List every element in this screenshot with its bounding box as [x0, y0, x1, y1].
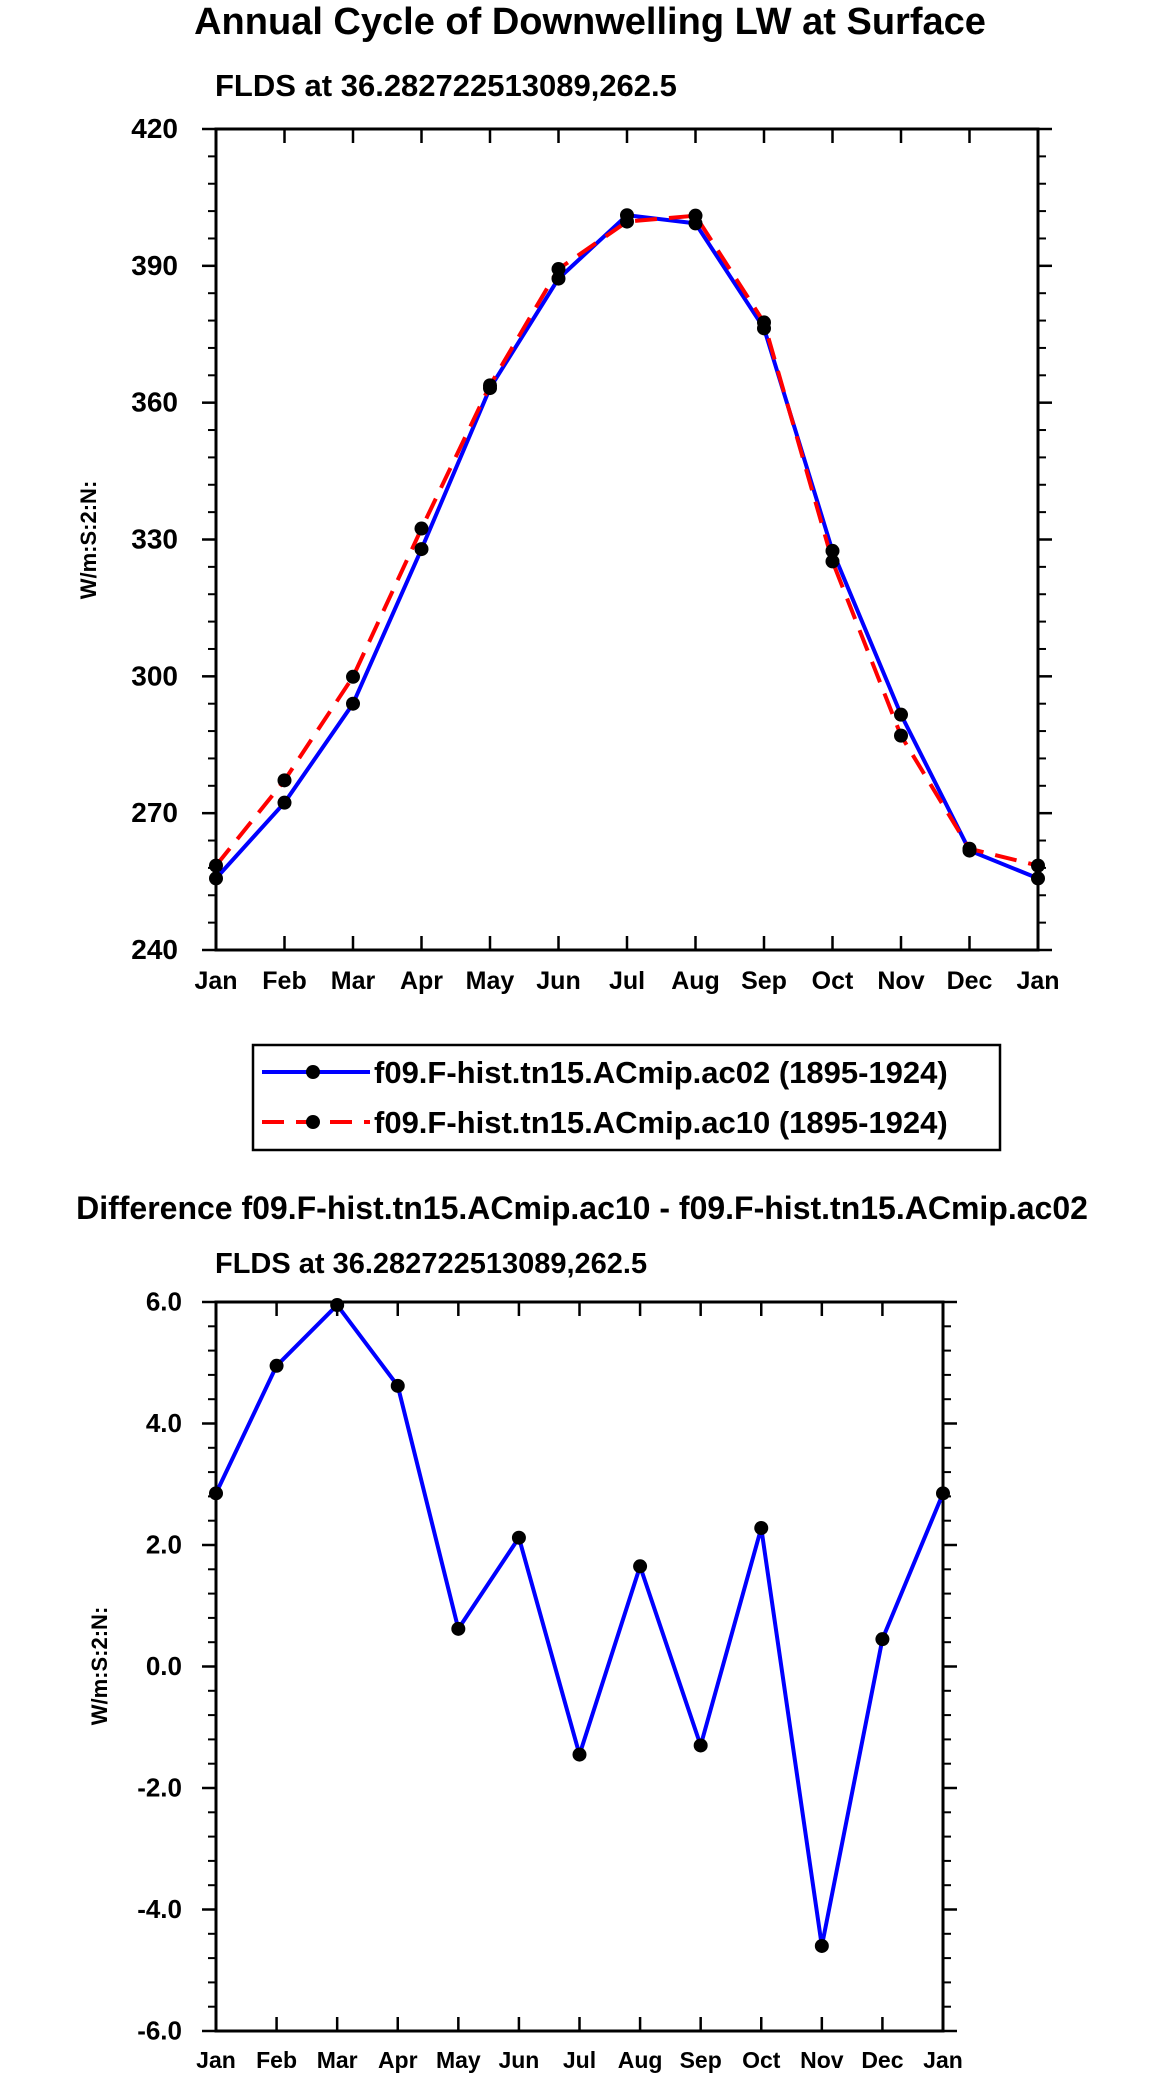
- chart2-title: Difference f09.F-hist.tn15.ACmip.ac10 - …: [76, 1190, 1088, 1226]
- chart2-series-line-0: [214, 1303, 945, 1948]
- chart1-point-s1-9: [825, 554, 840, 569]
- chart2-ytick-label: 6.0: [146, 1286, 182, 1316]
- chart1-ytick-label: 270: [131, 797, 178, 828]
- chart1-plot: Jan Feb Mar Apr May Jun Jul Aug Sep Oct Nov Dec Jan 2…: [131, 113, 1059, 995]
- chart1-xtick-label: Jan: [194, 967, 237, 995]
- chart1-xtick-label: Dec: [947, 967, 993, 995]
- chart2-point-s0-1: [269, 1358, 284, 1373]
- legend-marker-ac02: [306, 1065, 320, 1079]
- chart1-xtick-label: Jan: [1016, 967, 1059, 995]
- chart1-title: Annual Cycle of Downwelling LW at Surfac…: [194, 1, 986, 43]
- chart2-xtick-label: Apr: [378, 2047, 418, 2073]
- chart2-ytick-label: 2.0: [146, 1529, 182, 1559]
- chart2-xtick-label: Sep: [680, 2047, 722, 2073]
- chart2-xtick-label: Nov: [800, 2047, 844, 2073]
- chart2-point-s0-9: [754, 1520, 769, 1535]
- chart1-xtick-label: May: [466, 967, 515, 995]
- chart1-ytick-label: 420: [131, 113, 178, 144]
- chart1-point-s0-5: [551, 271, 566, 286]
- chart1-xtick-label: Jul: [609, 967, 645, 995]
- chart1-ytick-label: 390: [131, 250, 178, 281]
- chart1-point-s0-10: [894, 707, 908, 722]
- chart2-point-s0-7: [633, 1559, 648, 1574]
- chart1-ytick-label: 330: [131, 524, 178, 555]
- chart1-point-s1-6: [620, 214, 634, 229]
- chart1-point-s1-7: [688, 208, 703, 223]
- chart1-frame: [214, 127, 1040, 952]
- chart1-xtick-label: Sep: [741, 967, 787, 995]
- chart1-ytick-label: 240: [131, 934, 178, 965]
- legend-box: [251, 1043, 1002, 1152]
- chart2-ytick-label: -2.0: [137, 1772, 182, 1802]
- legend-marker-ac10: [306, 1115, 320, 1129]
- chart1-point-s1-10: [894, 728, 908, 743]
- chart1-xtick-label: Oct: [812, 967, 854, 995]
- chart2-xtick-label: Oct: [742, 2047, 781, 2073]
- chart2-point-s0-8: [693, 1738, 708, 1753]
- chart1-point-s1-12: [1031, 858, 1045, 873]
- chart1-point-s0-1: [277, 795, 292, 810]
- chart1-point-s1-5: [551, 262, 566, 277]
- chart2-xtick-label: Mar: [317, 2047, 358, 2073]
- legend: f09.F-hist.tn15.ACmip.ac02 (1895-1924) f…: [251, 1043, 1002, 1152]
- chart2-xtick-label: Jan: [196, 2047, 236, 2073]
- chart2-ytick-label: 0.0: [146, 1651, 182, 1681]
- chart1-xtick-label: Mar: [331, 967, 376, 995]
- chart1-point-s1-11: [962, 841, 977, 856]
- chart2-ytick-label: 4.0: [146, 1408, 182, 1438]
- chart1-xtick-label: Apr: [400, 967, 443, 995]
- chart1-ylabel: W/m:S:2:N:: [76, 481, 101, 600]
- chart1-point-s0-9: [825, 543, 840, 558]
- legend-label-ac02: f09.F-hist.tn15.ACmip.ac02 (1895-1924): [374, 1055, 948, 1090]
- chart1-point-s0-0: [209, 871, 223, 886]
- chart1-series-line-0: [214, 213, 1039, 881]
- chart2-point-s0-12: [936, 1486, 950, 1501]
- chart2-xtick-label: Jun: [498, 2047, 539, 2073]
- chart2-point-s0-5: [511, 1530, 526, 1545]
- chart2-ytick-label: -6.0: [137, 2015, 182, 2045]
- chart1-point-s1-1: [277, 773, 292, 788]
- chart1-ytick-label: 300: [131, 660, 178, 691]
- chart2-xtick-label: Aug: [618, 2047, 663, 2073]
- chart2-plot: Jan Feb Mar Apr May Jun Jul Aug Sep Oct Nov Dec Jan-…: [137, 1286, 963, 2073]
- chart2-ytick-label: -4.0: [137, 1894, 182, 1924]
- chart1-point-s0-2: [346, 696, 360, 711]
- chart2-point-s0-0: [209, 1486, 223, 1501]
- chart1-point-s1-8: [757, 315, 771, 330]
- chart2-point-s0-3: [390, 1378, 405, 1393]
- chart1-xtick-label: Feb: [262, 967, 306, 995]
- chart2-xtick-label: Feb: [256, 2047, 297, 2073]
- chart2-xtick-label: May: [436, 2047, 481, 2073]
- chart1-point-s1-0: [209, 858, 223, 873]
- chart2-point-s0-6: [572, 1747, 587, 1762]
- chart1-point-s0-12: [1031, 871, 1045, 886]
- chart1-xtick-label: Aug: [671, 967, 720, 995]
- chart2-xtick-label: Jan: [923, 2047, 963, 2073]
- chart1-series-line-1: [214, 213, 1039, 868]
- chart2-ylabel: W/m:S:2:N:: [87, 1607, 112, 1726]
- chart1-point-s1-4: [483, 378, 497, 393]
- chart2-point-s0-2: [330, 1298, 345, 1313]
- chart2-xtick-label: Dec: [861, 2047, 903, 2073]
- chart1-ytick-label: 360: [131, 387, 178, 418]
- chart2-xtick-label: Jul: [563, 2047, 596, 2073]
- legend-label-ac10: f09.F-hist.tn15.ACmip.ac10 (1895-1924): [374, 1105, 948, 1140]
- chart2-subtitle: FLDS at 36.282722513089,262.5: [215, 1248, 647, 1280]
- chart2-frame: [214, 1300, 945, 2033]
- chart1-xtick-label: Nov: [877, 967, 924, 995]
- chart1-point-s0-3: [414, 542, 429, 557]
- chart1-subtitle: FLDS at 36.282722513089,262.5: [215, 68, 677, 103]
- chart1-xtick-label: Jun: [536, 967, 580, 995]
- chart2-point-s0-11: [875, 1632, 890, 1647]
- chart2-point-s0-4: [451, 1621, 466, 1636]
- chart2-point-s0-10: [814, 1938, 829, 1953]
- chart1-point-s1-2: [346, 669, 360, 684]
- chart1-point-s1-3: [414, 521, 429, 536]
